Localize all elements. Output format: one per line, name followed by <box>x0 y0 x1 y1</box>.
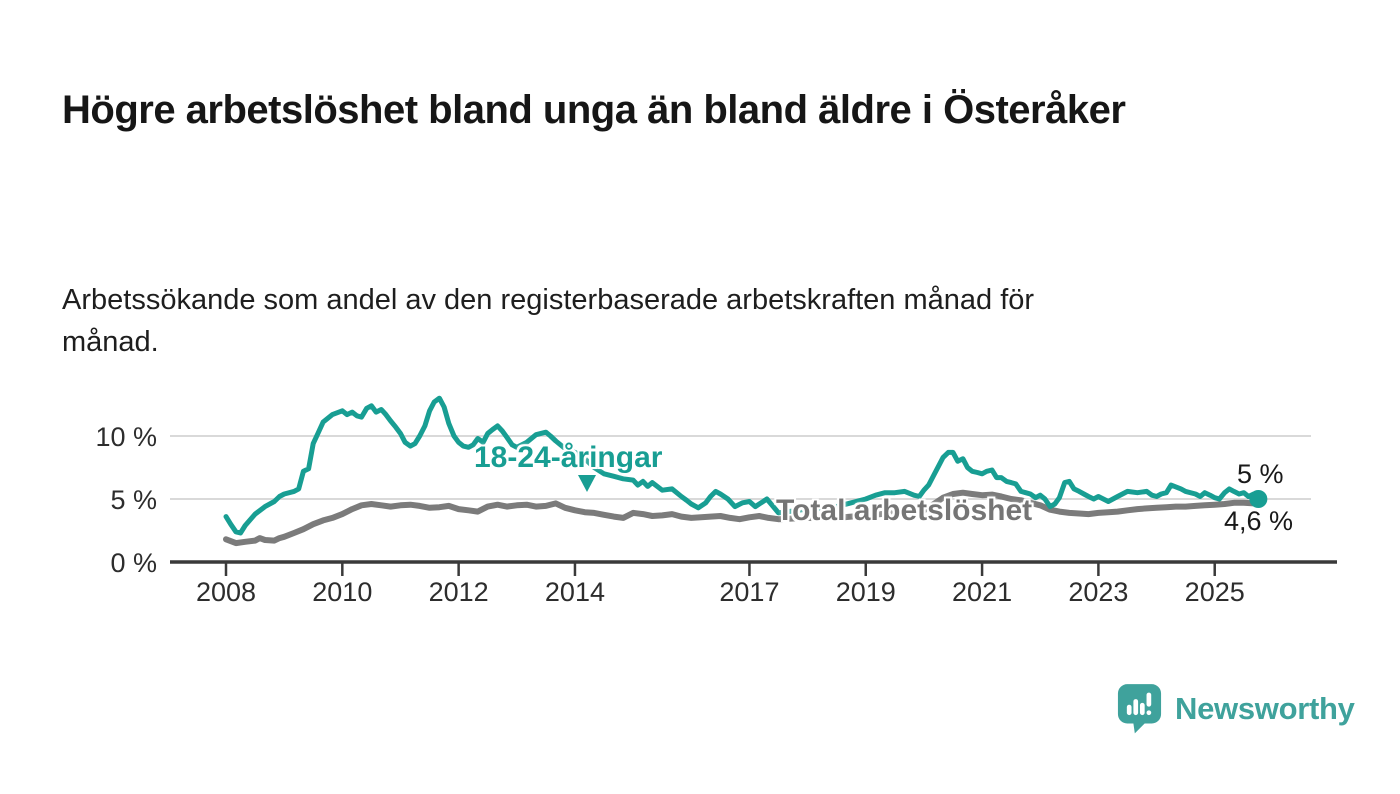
y-tick-label: 10 % <box>95 422 157 452</box>
bar-chart-speech-bubble-icon <box>1117 684 1162 734</box>
x-tick-label: 2012 <box>429 577 489 607</box>
x-tick-label: 2010 <box>312 577 372 607</box>
x-tick-label: 2017 <box>719 577 779 607</box>
x-tick-label: 2023 <box>1068 577 1128 607</box>
chart-subtitle: Arbetssökande som andel av den registerb… <box>62 284 1035 358</box>
series-line-young <box>223 395 1261 536</box>
x-tick-label: 2019 <box>836 577 896 607</box>
arrow-down-icon <box>578 475 596 492</box>
x-tick-label: 2025 <box>1185 577 1245 607</box>
series-label-total: Total arbetslöshet <box>776 494 1033 527</box>
page-title: Högre arbetslöshet bland unga än bland ä… <box>62 87 1126 132</box>
end-value-label-young: 5 % <box>1237 459 1284 489</box>
end-value-label-total: 4,6 % <box>1224 506 1294 536</box>
x-tick-label: 2008 <box>196 577 256 607</box>
brand-name: Newsworthy <box>1175 690 1355 726</box>
newsworthy-branding: Newsworthy <box>1117 683 1355 734</box>
series-line-total <box>223 489 1262 547</box>
x-tick-label: 2021 <box>952 577 1012 607</box>
series-label-18-24: 18-24-åringar <box>474 441 663 474</box>
series-end-dot <box>1249 490 1268 508</box>
x-tick-label: 2014 <box>545 577 605 607</box>
y-tick-label: 5 % <box>110 485 157 515</box>
y-tick-label: 0 % <box>110 548 157 578</box>
